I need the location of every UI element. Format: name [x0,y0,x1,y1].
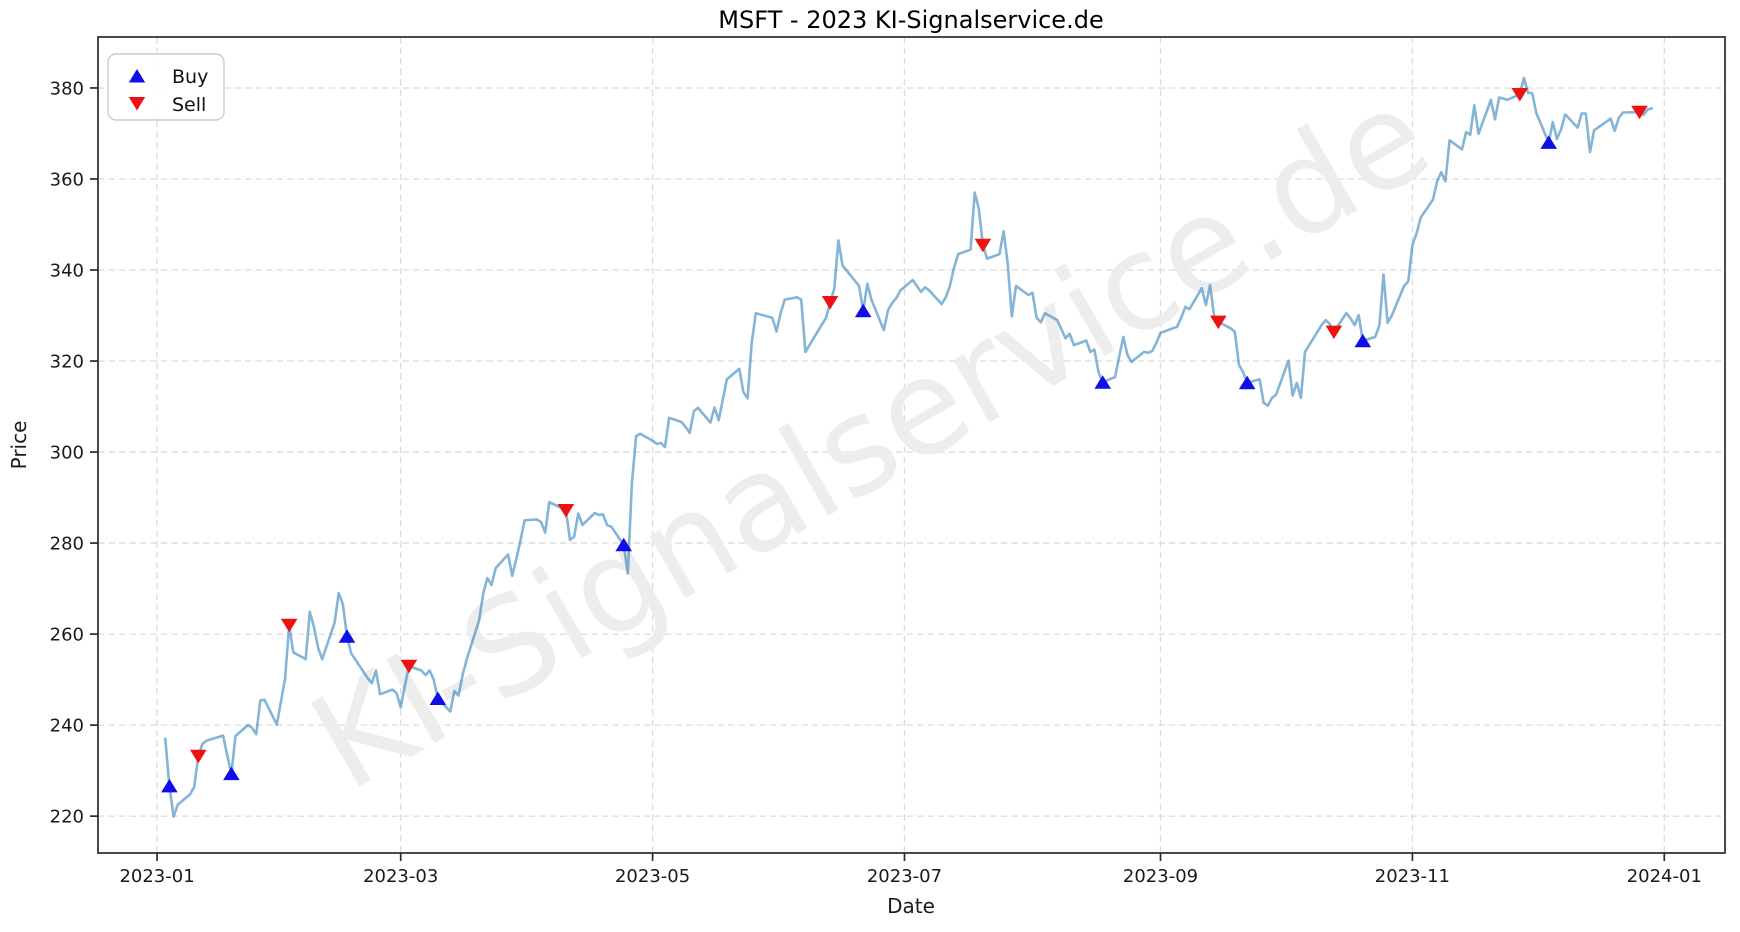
buy-marker-icon [615,537,632,552]
y-tick-label: 340 [50,261,84,282]
y-tick-label: 360 [50,169,84,190]
price-line [164,76,1654,818]
sell-marker-icon [1511,88,1529,102]
sell-marker-icon [974,238,992,253]
series-layer [161,76,1654,818]
x-tick-label: 2024-01 [1627,866,1702,887]
buy-marker-icon [429,691,447,705]
buy-marker-icon [854,303,872,318]
grid-layer [98,37,1725,853]
legend-sell-triangle-icon [128,97,146,111]
sell-marker-icon [557,504,575,518]
x-axis-label: Date [887,894,935,918]
buy-marker-icon [1094,375,1111,389]
x-tick-label: 2023-05 [615,866,690,887]
y-tick-label: 300 [50,443,84,464]
y-tick-label: 380 [50,78,84,99]
y-tick-label: 280 [50,534,84,555]
watermark-text: KI-Signalservice.de [287,58,1454,821]
buy-marker-icon [1354,333,1372,348]
x-tick-label: 2023-11 [1375,866,1450,887]
legend: Buy Sell [107,53,225,121]
x-tick-label: 2023-03 [363,866,438,887]
sell-marker-icon [280,618,298,633]
sell-marker-icon [1631,105,1648,120]
legend-sell-label: Sell [172,94,206,116]
x-tick-label: 2023-01 [119,866,194,887]
y-tick-label: 260 [50,625,84,646]
buy-marker-icon [338,629,356,643]
sell-marker-icon [1210,315,1227,330]
y-tick-label: 320 [50,352,84,373]
sell-marker-icon [821,296,839,310]
plot-border [97,36,1726,854]
buy-marker-icon [223,766,240,781]
x-tick-label: 2023-07 [867,866,942,887]
y-axis-label: Price [7,421,31,470]
legend-buy-label: Buy [172,66,208,88]
legend-buy-triangle-icon [128,69,146,83]
buy-marker-icon [161,778,178,793]
buy-marker-icon [1540,135,1557,149]
sell-marker-icon [190,749,207,764]
y-tick-label: 220 [50,807,84,828]
y-tick-label: 240 [50,716,84,737]
sell-marker-icon [400,659,418,674]
chart-title: MSFT - 2023 KI-Signalservice.de [718,6,1103,34]
x-tick-label: 2023-09 [1123,866,1198,887]
sell-marker-icon [1325,325,1343,340]
axes-layer: 220 240 260 280 300 320 340 360 380 2023-01 2023-0… [50,78,1702,887]
buy-marker-icon [1238,375,1256,390]
